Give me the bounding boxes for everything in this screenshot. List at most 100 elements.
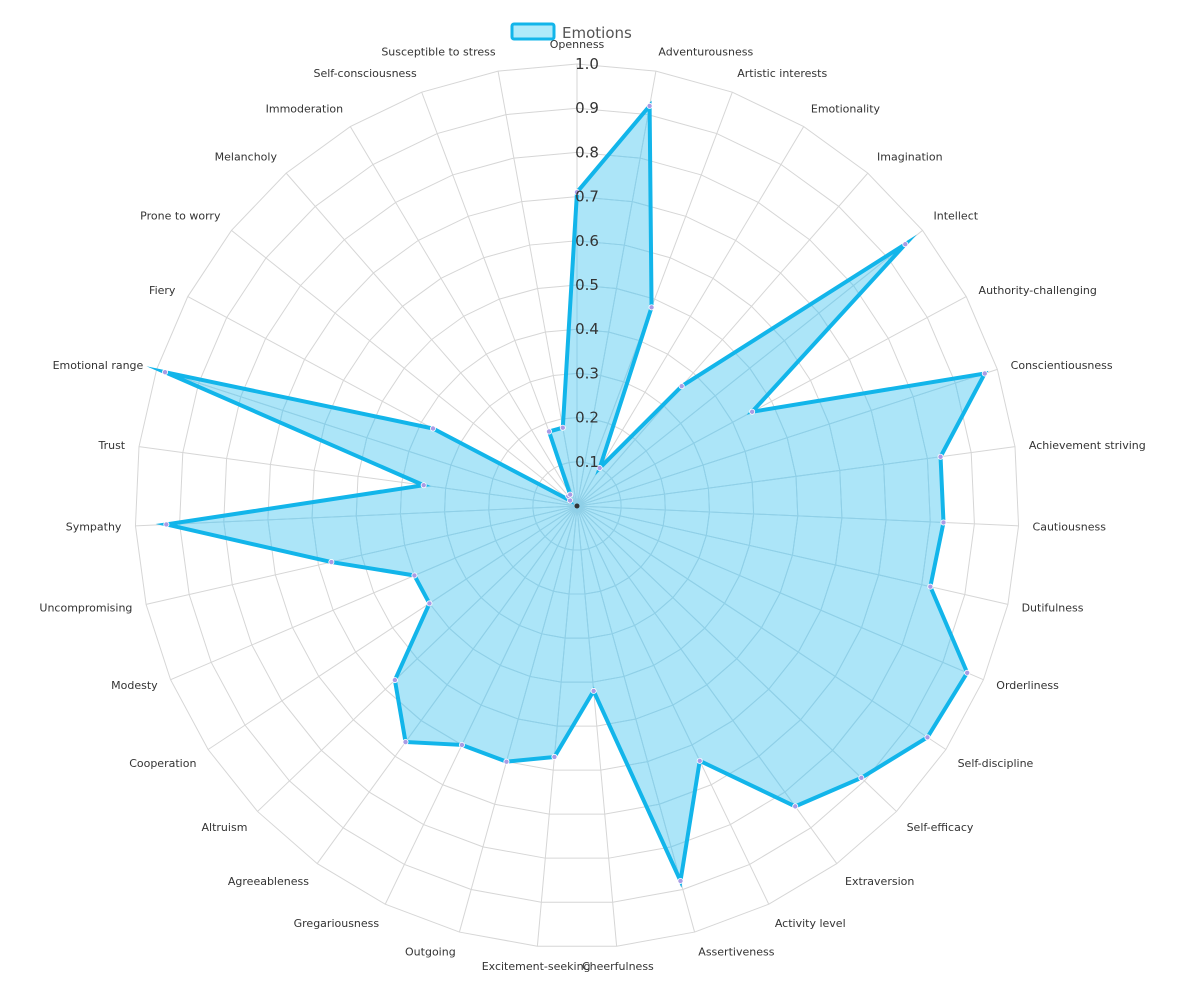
category-label: Gregariousness [294,917,380,930]
tick-label: 0.3 [575,364,599,382]
tick-label: 0.2 [575,409,599,427]
data-point-29[interactable] [429,425,436,432]
grid-ring [267,196,887,815]
category-label: Extraversion [845,875,914,888]
data-point-3[interactable] [596,465,603,472]
data-point-23[interactable] [426,600,433,607]
grid-ring [179,107,975,903]
category-label: Orderliness [996,679,1059,692]
data-point-8[interactable] [937,453,944,460]
legend-swatch[interactable] [510,22,556,41]
data-point-20[interactable] [458,741,465,748]
center-dot [574,503,580,509]
grid-spoke [231,230,578,507]
data-point-28[interactable] [162,369,169,376]
inner-grid-spoke [576,505,696,881]
category-label: Cooperation [129,757,196,770]
data-point-18[interactable] [551,753,558,760]
radial-ticks: 0.1 0.2 0.3 0.4 0.5 0.6 0.7 0.8 0.9 1.0 [575,55,599,471]
category-label: Self-discipline [958,757,1034,770]
tick-label: 0.1 [575,453,599,471]
data-point-4[interactable] [678,383,685,390]
data-point-14[interactable] [792,803,799,810]
category-label: Uncompromising [39,601,132,614]
category-labels: Openness Adventurousness Artistic interest… [39,38,1145,973]
category-label: Self-efficacy [907,821,974,834]
data-point-11[interactable] [964,669,971,676]
category-label: Prone to worry [140,210,221,223]
category-label: Conscientiousness [1011,359,1113,372]
category-label: Modesty [111,679,158,692]
category-label: Sympathy [66,520,122,533]
legend[interactable]: Emotions [510,22,632,42]
category-label: Artistic interests [737,67,827,80]
inner-grid-spoke [576,505,947,750]
tick-label: 0.8 [575,143,599,161]
category-label: Agreeableness [228,875,309,888]
data-point-0[interactable] [574,189,581,196]
category-label: Achievement striving [1029,439,1146,452]
inner-grid-spoke [576,368,985,507]
legend-label[interactable]: Emotions [562,24,632,42]
data-point-6[interactable] [749,408,756,415]
data-point-1[interactable] [646,102,653,109]
category-label: Altruism [202,821,248,834]
category-label: Immoderation [266,103,344,116]
data-point-13[interactable] [858,774,865,781]
data-point-24[interactable] [411,572,418,579]
grid-spoke [285,172,578,507]
category-label: Emotionality [811,103,881,116]
tick-label: 0.6 [575,232,599,250]
data-point-26[interactable] [163,521,170,528]
tick-label: 1.0 [575,55,599,73]
data-point-7[interactable] [981,370,988,377]
data-point-19[interactable] [503,758,510,765]
category-label: Intellect [934,210,979,223]
data-point-32[interactable] [567,491,574,498]
category-label: Self-consciousness [314,67,418,80]
data-point-12[interactable] [924,734,931,741]
category-label: Cheerfulness [582,960,654,973]
data-point-33[interactable] [546,428,553,435]
data-point-5[interactable] [902,241,909,248]
data-point-10[interactable] [927,583,934,590]
category-label: Excitement-seeking [482,960,591,973]
data-point-34[interactable] [559,424,566,431]
series-line [146,100,989,888]
grid-ring [134,63,1020,947]
inner-grid-spoke [165,505,578,527]
grid-ring [223,151,931,859]
category-label: Openness [550,38,605,51]
inner-grid-spoke [576,105,657,507]
inner-grid-spoke [576,230,923,507]
inner-grid-spoke [576,505,984,681]
category-label: Authority-challenging [979,284,1097,297]
data-point-25[interactable] [328,559,335,566]
inner-grid-spoke [576,505,897,812]
category-label: Melancholy [215,151,278,164]
data-point-27[interactable] [420,482,427,489]
data-point-9[interactable] [940,519,947,526]
category-label: Imagination [877,151,943,164]
category-label: Emotional range [53,359,144,372]
tick-label: 0.9 [575,99,599,117]
category-label: Fiery [149,284,176,297]
category-label: Trust [97,439,125,452]
tick-label: 0.5 [575,276,599,294]
data-point-17[interactable] [590,687,597,694]
grid-ring [311,240,843,771]
data-point-16[interactable] [677,877,684,884]
tick-label: 0.7 [575,188,599,206]
data-point-2[interactable] [648,304,655,311]
tick-label: 0.4 [575,320,599,338]
category-label: Activity level [775,917,846,930]
grid-spoke [349,126,578,507]
category-label: Dutifulness [1022,601,1084,614]
data-point-22[interactable] [391,677,398,684]
grid-spoke [576,126,805,507]
inner-grid-spoke [165,368,578,507]
data-point-21[interactable] [402,739,409,746]
data-point-15[interactable] [696,757,703,764]
